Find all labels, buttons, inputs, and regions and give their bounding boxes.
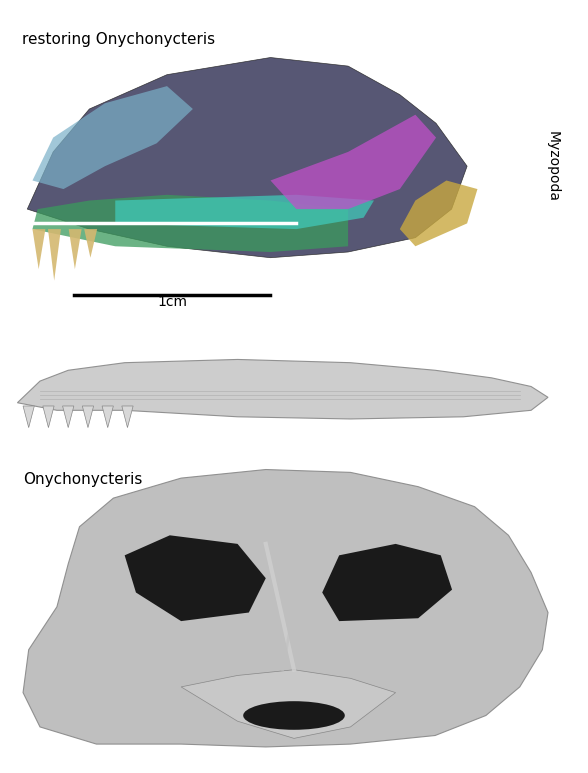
Polygon shape: [400, 180, 477, 247]
Polygon shape: [102, 406, 113, 427]
Polygon shape: [115, 195, 374, 229]
Text: 1cm: 1cm: [157, 295, 187, 309]
Polygon shape: [23, 406, 34, 427]
Polygon shape: [82, 406, 93, 427]
Polygon shape: [122, 406, 133, 427]
Polygon shape: [18, 359, 548, 419]
Ellipse shape: [243, 701, 345, 730]
Text: Myzopoda: Myzopoda: [546, 131, 560, 202]
Text: restoring Onychonycteris: restoring Onychonycteris: [22, 32, 215, 47]
Polygon shape: [270, 114, 436, 209]
Polygon shape: [62, 406, 74, 427]
Polygon shape: [32, 86, 193, 189]
Polygon shape: [32, 229, 45, 269]
Polygon shape: [69, 229, 82, 269]
Polygon shape: [84, 229, 97, 257]
Polygon shape: [32, 195, 348, 252]
Text: Onychonycteris: Onychonycteris: [23, 472, 142, 488]
Polygon shape: [27, 57, 467, 257]
Polygon shape: [23, 469, 548, 747]
Polygon shape: [125, 535, 266, 621]
Polygon shape: [43, 406, 54, 427]
Polygon shape: [322, 544, 452, 621]
Polygon shape: [48, 229, 61, 281]
Polygon shape: [181, 669, 396, 738]
